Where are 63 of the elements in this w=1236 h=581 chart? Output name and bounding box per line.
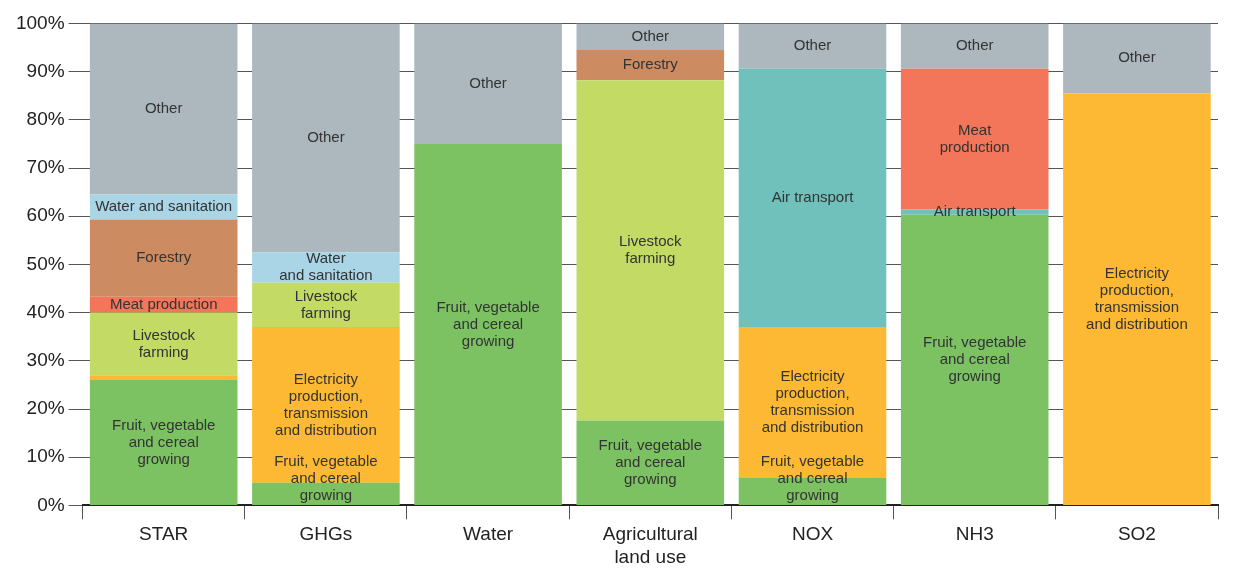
bar xyxy=(576,420,725,505)
y-tick-label: 70% xyxy=(26,156,65,178)
y-tick-label: 80% xyxy=(26,108,65,130)
text: Livestock farming xyxy=(619,232,682,267)
y-tick-label: 20% xyxy=(26,397,65,419)
text: Forestry xyxy=(136,248,192,266)
x-tick-label: STAR xyxy=(139,523,189,545)
text: Fruit, vegetable and cereal growing xyxy=(112,415,216,467)
series-label: Forestry xyxy=(622,55,679,73)
text: Fruit, vegetable and cereal growing xyxy=(274,451,378,503)
text: Other xyxy=(1118,48,1156,66)
x-tick-label: SO2 xyxy=(1117,523,1156,545)
series-label: Fruit, vegetable and cereal growing xyxy=(760,451,865,503)
bar xyxy=(900,23,1049,69)
bar xyxy=(89,219,238,297)
bar xyxy=(738,23,887,69)
text: Other xyxy=(469,73,507,91)
text: Other xyxy=(307,128,345,146)
x-tick-label: Agricultural land use xyxy=(602,523,698,567)
y-tick-label: 60% xyxy=(26,204,65,226)
text: Other xyxy=(793,36,832,54)
y-tick-label: 40% xyxy=(26,300,65,322)
bar xyxy=(576,49,725,81)
bar xyxy=(1063,23,1211,94)
bar xyxy=(414,143,562,505)
text: Water and sanitation xyxy=(95,197,233,215)
text: Electricity production, transmission and distribution xyxy=(1086,263,1188,332)
text: Meat production xyxy=(939,120,1010,155)
bar xyxy=(252,482,400,505)
y-tick-label: 0% xyxy=(37,493,65,515)
text: Fruit, vegetable and cereal growing xyxy=(598,435,702,487)
text: Other xyxy=(955,36,994,54)
y-tick-label: 10% xyxy=(26,445,65,467)
text: Fruit, vegetable and cereal growing xyxy=(923,332,1027,384)
x-tick-label: Water xyxy=(463,523,514,545)
bar xyxy=(89,375,238,381)
x-tick-label: GHGs xyxy=(299,523,353,545)
y-tick-label: 50% xyxy=(26,252,65,274)
y-tick-label: 30% xyxy=(26,349,65,371)
bar xyxy=(1063,93,1211,505)
series-label: Water and sanitation xyxy=(279,249,373,284)
bar xyxy=(576,23,725,50)
y-tick-label: 90% xyxy=(26,59,65,81)
y-tick-label: 100% xyxy=(15,11,65,33)
bar xyxy=(738,68,887,328)
bar xyxy=(576,80,725,421)
series-label: Other xyxy=(631,26,670,44)
text: Livestock farming xyxy=(132,325,195,360)
bar xyxy=(89,380,238,505)
text: Other xyxy=(144,99,183,117)
x-tick-label: NOX xyxy=(791,523,834,545)
series-label: Electricity production, transmission and distribution xyxy=(761,367,864,436)
text: Air transport xyxy=(771,188,854,206)
text: Electricity production, transmission and distribution xyxy=(275,369,377,438)
bar xyxy=(252,282,400,328)
bar xyxy=(414,23,562,144)
text: Fruit, vegetable and cereal growing xyxy=(436,297,540,349)
bar xyxy=(252,23,400,253)
bar xyxy=(89,312,238,376)
x-tick-label: NH3 xyxy=(955,523,994,545)
series-label: Meat production xyxy=(109,294,218,312)
bar xyxy=(89,23,238,195)
series-label: Livestock farming xyxy=(294,286,358,321)
